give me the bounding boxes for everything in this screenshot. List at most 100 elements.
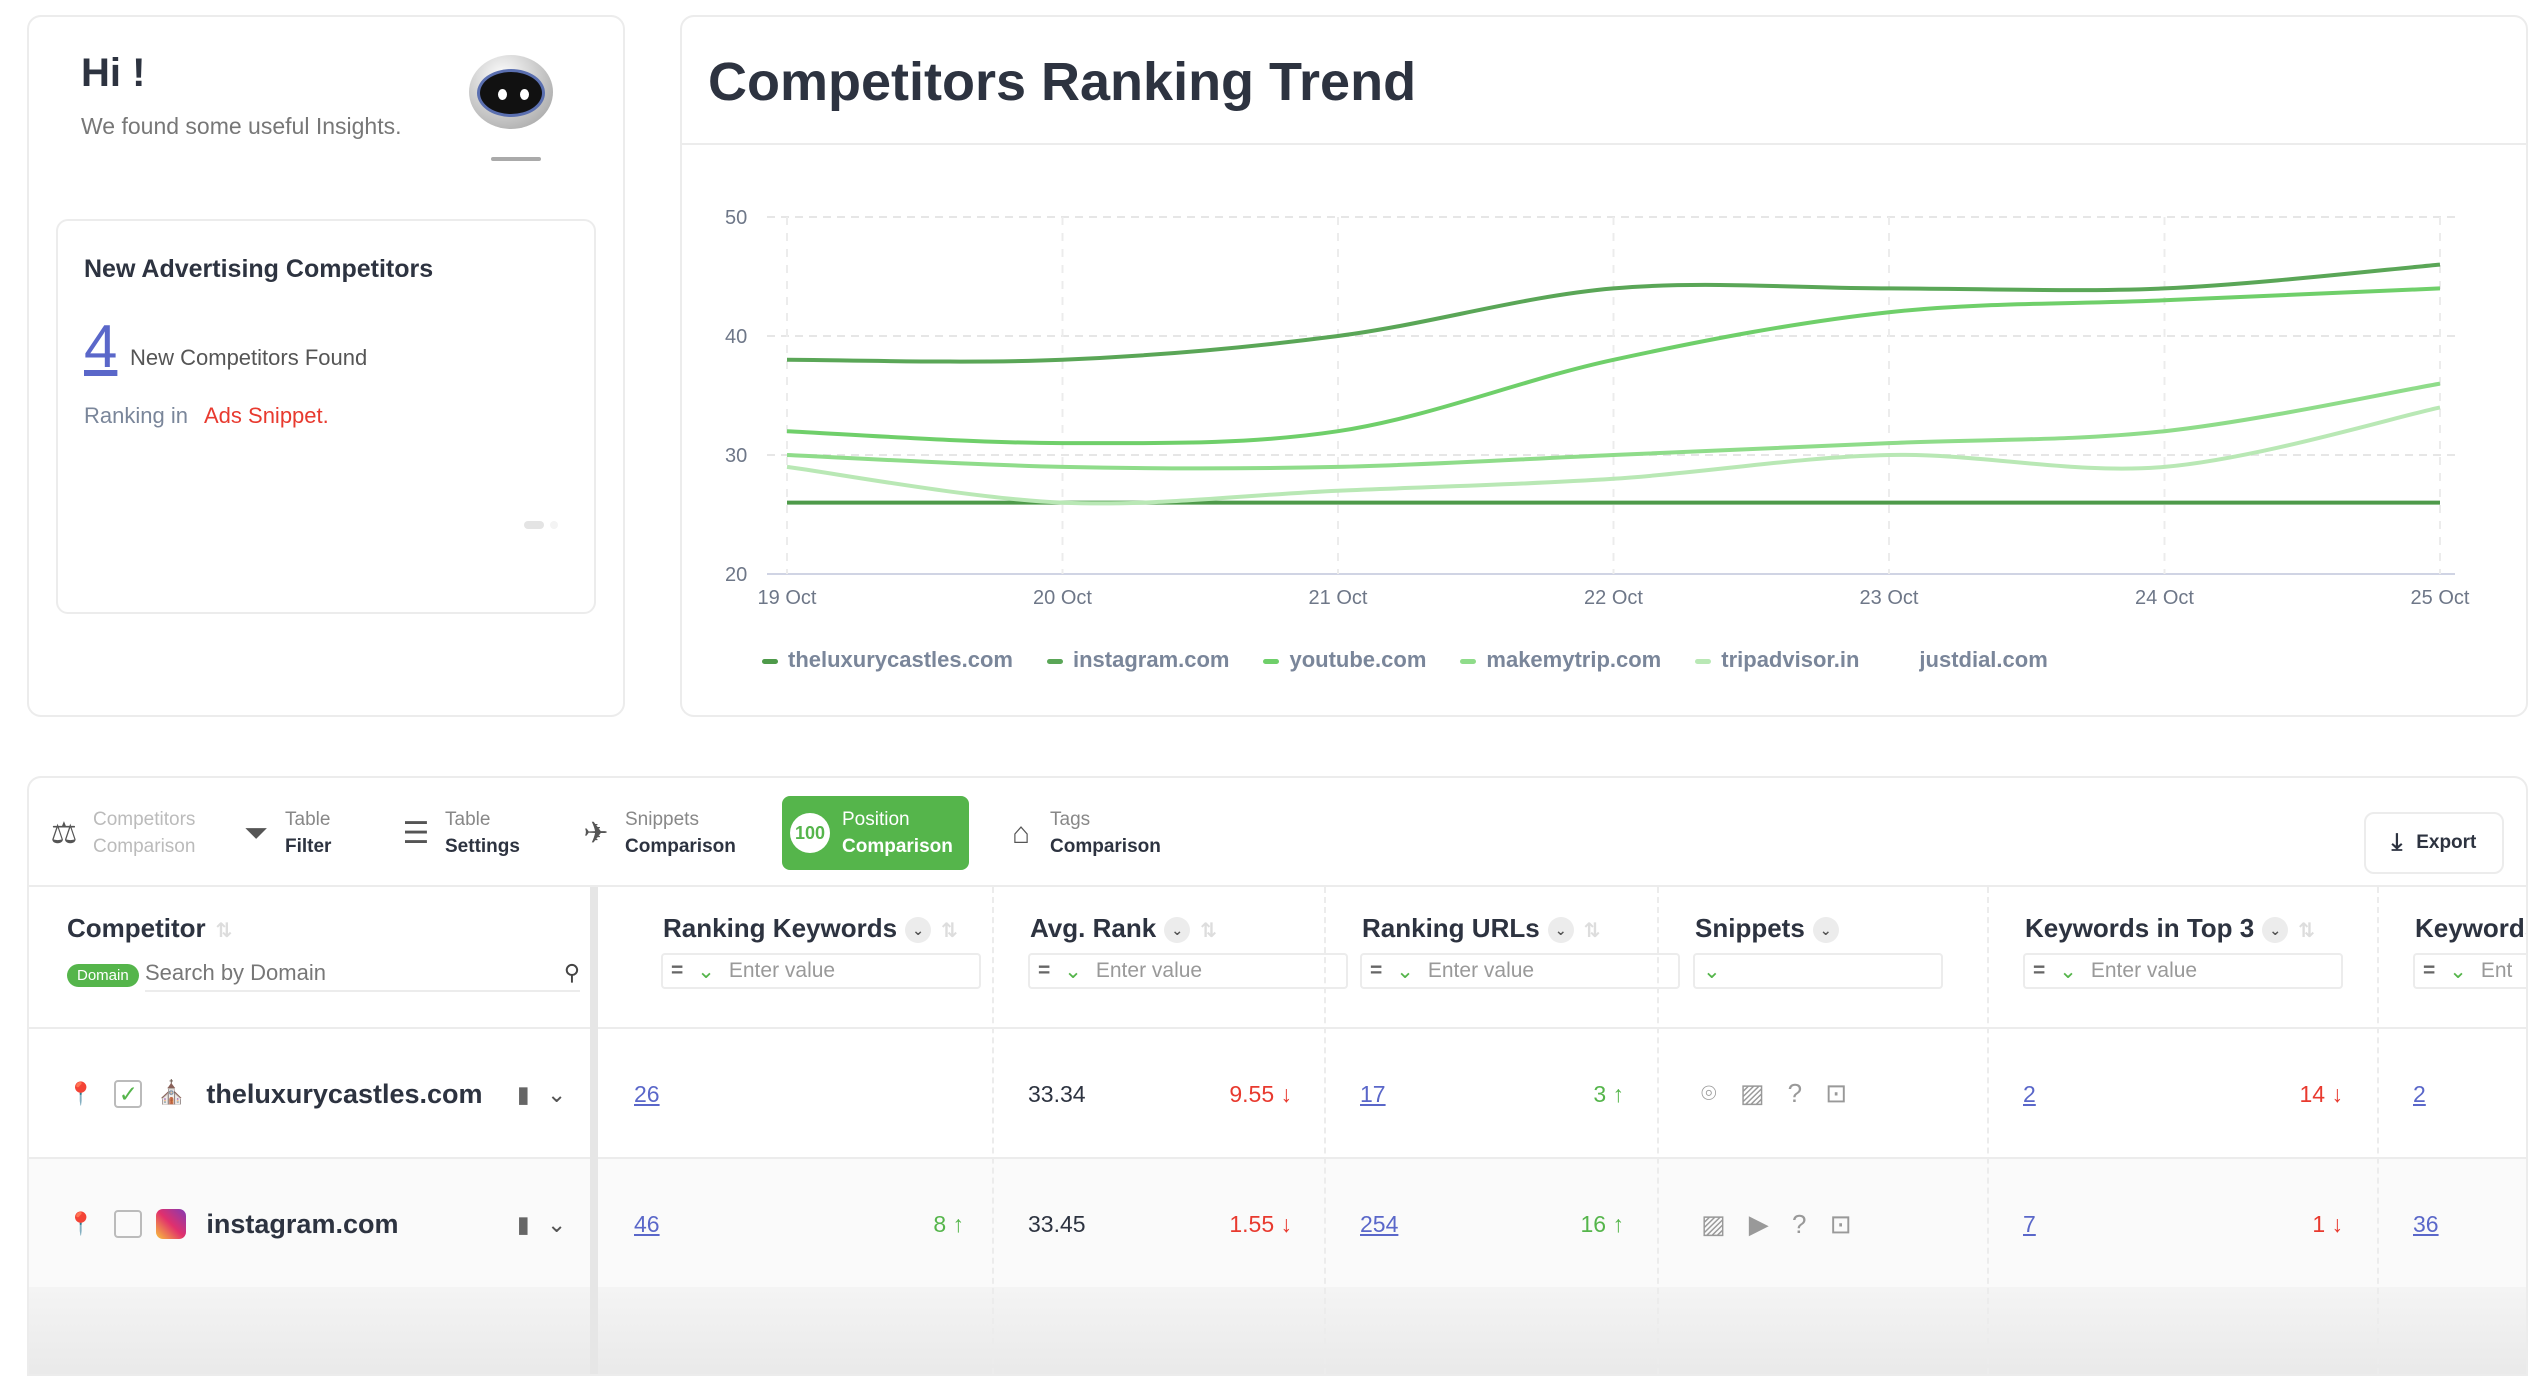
column-header[interactable]: Snippets ⌄ bbox=[1695, 913, 1839, 944]
toolbar-tags-comparison[interactable]: ⌂ Tags Comparison bbox=[1004, 796, 1161, 870]
snippet-icons[interactable]: ⌾ ▨ ? ⊡ bbox=[1701, 1078, 1856, 1108]
chart-legend: theluxurycastles.com instagram.com youtube… bbox=[762, 647, 2048, 673]
filter-icon: ⏷ bbox=[244, 816, 268, 850]
column-filter-input[interactable]: ⌄ bbox=[1693, 953, 1943, 989]
avg-rank-cell: 33.45 1.55 ↓ bbox=[1028, 1210, 1292, 1237]
competitor-cell: 📍 instagram.com ▮ ⌄ bbox=[67, 1208, 567, 1239]
toolbar-snippets-comparison[interactable]: ✈ Snippets Comparison bbox=[579, 796, 735, 870]
copy-icon[interactable]: ▮ bbox=[517, 1210, 530, 1237]
chevron-down-icon[interactable]: ⌄ bbox=[2262, 917, 2289, 944]
legend-item[interactable]: theluxurycastles.com bbox=[762, 647, 1013, 673]
column-keywords-in-top-3: Keywords in Top 3 ⌄ ⇅ = ⌄ Enter value bbox=[1987, 887, 2343, 1374]
legend-item[interactable]: justdial.com bbox=[1893, 647, 2047, 673]
table-toolbar: ⚖ Competitors Comparison ⏷ Table Filter ☰ Table… bbox=[29, 778, 2526, 887]
x-tick-label: 25 Oct bbox=[2411, 587, 2470, 609]
favicon-icon: ⛪ bbox=[157, 1079, 186, 1105]
column-header[interactable]: Ranking Keywords ⌄ ⇅ bbox=[663, 913, 958, 944]
pin-icon[interactable]: 📍 bbox=[67, 1081, 95, 1106]
competitor-count-link[interactable]: 4 bbox=[84, 313, 118, 380]
pin-icon[interactable]: 📍 bbox=[67, 1211, 95, 1236]
column-header[interactable]: Keywords⌄⇅ bbox=[2415, 913, 2528, 943]
y-tick-label: 20 bbox=[725, 564, 747, 586]
partial-row bbox=[29, 1287, 2526, 1374]
chevron-down-icon[interactable]: ⌄ bbox=[1812, 917, 1839, 944]
legend-swatch bbox=[1263, 658, 1280, 664]
column-avg-rank: Avg. Rank ⌄ ⇅ = ⌄ Enter value bbox=[992, 887, 1348, 1374]
sort-icon[interactable]: ⇅ bbox=[2298, 920, 2315, 942]
ranking-prefix: Ranking in bbox=[84, 403, 188, 428]
sort-icon[interactable]: ⇅ bbox=[1583, 920, 1601, 942]
x-tick-label: 23 Oct bbox=[1860, 587, 1919, 609]
column-filter-input[interactable]: = ⌄ Ent bbox=[2413, 953, 2526, 989]
toolbar-position-comparison[interactable]: 100 Position Comparison bbox=[782, 796, 969, 870]
column-filter-input[interactable]: = ⌄ Enter value bbox=[661, 953, 981, 989]
insight-subtitle: We found some useful Insights. bbox=[81, 113, 402, 139]
toolbar-competitors-comparison[interactable]: ⚖ Competitors Comparison bbox=[47, 796, 196, 870]
legend-item[interactable]: youtube.com bbox=[1263, 647, 1426, 673]
domain-search-input[interactable]: Search by Domain ⚲ bbox=[145, 956, 580, 992]
legend-item[interactable]: makemytrip.com bbox=[1460, 647, 1661, 673]
chevron-down-icon[interactable]: ⌄ bbox=[1703, 959, 1721, 983]
snippet-icons[interactable]: ▨ ▶ ? ⊡ bbox=[1701, 1208, 1860, 1239]
column-header[interactable]: Keywords in Top 3 ⌄ ⇅ bbox=[2025, 913, 2315, 944]
count-label: New Competitors Found bbox=[130, 345, 368, 370]
search-icon[interactable]: ⚲ bbox=[563, 960, 580, 985]
sort-icon[interactable]: ⇅ bbox=[215, 920, 233, 942]
robot-shadow bbox=[491, 157, 541, 161]
sort-icon[interactable]: ⇅ bbox=[941, 920, 958, 942]
equals-icon: = bbox=[1370, 959, 1383, 982]
legend-item[interactable]: tripadvisor.in bbox=[1695, 647, 1859, 673]
sort-icon[interactable]: ⇅ bbox=[1200, 920, 1217, 942]
chevron-down-icon[interactable]: ⌄ bbox=[1396, 959, 1414, 983]
legend-swatch bbox=[1046, 658, 1063, 664]
export-button[interactable]: ⤓ Export bbox=[2364, 812, 2504, 874]
carousel-dot-active[interactable] bbox=[524, 521, 544, 529]
toolbar-table-settings[interactable]: ☰ Table Settings bbox=[399, 796, 520, 870]
row-checkbox[interactable]: ✓ bbox=[114, 1080, 143, 1108]
robot-avatar-icon bbox=[469, 55, 553, 129]
row-checkbox[interactable] bbox=[114, 1210, 143, 1238]
x-tick-label: 21 Oct bbox=[1309, 587, 1368, 609]
divider bbox=[682, 143, 2526, 145]
scale-icon: ⚖ bbox=[50, 816, 78, 850]
series-line-tripadvisor.in bbox=[786, 405, 2441, 506]
column-header[interactable]: Ranking URLs ⌄ ⇅ bbox=[1362, 913, 1601, 944]
table-row: 📍 instagram.com ▮ ⌄ 46 8 ↑ 33.45 1.55 ↓ 254 16 ↑ ▨… bbox=[29, 1157, 2526, 1287]
x-tick-label: 19 Oct bbox=[758, 587, 817, 609]
chevron-down-icon[interactable]: ⌄ bbox=[1064, 959, 1082, 983]
chevron-down-icon[interactable]: ⌄ bbox=[2059, 959, 2077, 983]
toolbar-table-filter[interactable]: ⏷ Table Filter bbox=[239, 796, 331, 870]
domain-badge[interactable]: Domain bbox=[67, 964, 139, 987]
legend-item[interactable]: instagram.com bbox=[1046, 647, 1229, 673]
chevron-down-icon[interactable]: ⌄ bbox=[1164, 917, 1191, 944]
ranking-keywords-cell: 26 bbox=[634, 1080, 660, 1107]
competitor-header[interactable]: Competitor ⇅ bbox=[67, 913, 233, 943]
column-snippets: Snippets ⌄ ⌄ bbox=[1657, 887, 1943, 1374]
carousel-dot[interactable] bbox=[550, 521, 558, 529]
chevron-down-icon[interactable]: ⌄ bbox=[905, 917, 932, 944]
card-title: New Advertising Competitors bbox=[84, 255, 434, 283]
chevron-down-icon[interactable]: ⌄ bbox=[1547, 917, 1574, 944]
x-tick-label: 22 Oct bbox=[1584, 587, 1643, 609]
expand-chevron-icon[interactable]: ⌄ bbox=[547, 1210, 567, 1237]
column-filter-input[interactable]: = ⌄ Enter value bbox=[1360, 953, 1680, 989]
chevron-down-icon[interactable]: ⌄ bbox=[697, 959, 715, 983]
y-tick-label: 30 bbox=[725, 445, 747, 467]
equals-icon: = bbox=[671, 959, 684, 982]
frozen-column-divider[interactable] bbox=[590, 887, 598, 1374]
column-filter-input[interactable]: = ⌄ Enter value bbox=[2023, 953, 2343, 989]
column-header[interactable]: Avg. Rank ⌄ ⇅ bbox=[1030, 913, 1217, 944]
avg-rank-cell: 33.34 9.55 ↓ bbox=[1028, 1080, 1292, 1107]
new-competitors-card: New Advertising Competitors 4 New Compet… bbox=[56, 219, 596, 614]
copy-icon[interactable]: ▮ bbox=[517, 1080, 530, 1107]
chevron-down-icon[interactable]: ⌄ bbox=[2449, 959, 2467, 983]
x-tick-label: 24 Oct bbox=[2135, 587, 2194, 609]
position-100-icon: 100 bbox=[790, 813, 830, 853]
series-line-instagram.com bbox=[786, 262, 2441, 364]
column-filter-input[interactable]: = ⌄ Enter value bbox=[1028, 953, 1348, 989]
expand-chevron-icon[interactable]: ⌄ bbox=[547, 1080, 567, 1107]
snippets-icon: ✈ bbox=[583, 816, 609, 850]
download-icon: ⤓ bbox=[2391, 829, 2403, 856]
favicon-icon bbox=[156, 1209, 187, 1239]
ranking-urls-cell: 17 3 ↑ bbox=[1360, 1080, 1624, 1107]
